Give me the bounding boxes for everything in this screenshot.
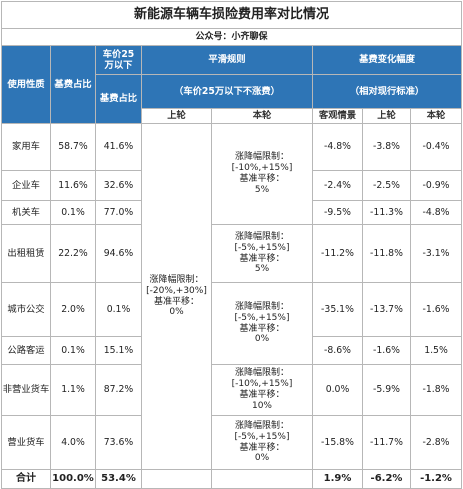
- usage-cell: 出租租赁: [1, 224, 51, 283]
- rule-cell: 涨降幅限制： [-5%,+15%] 基准平移： 0%: [211, 282, 313, 365]
- total-empty-cell: [211, 469, 313, 489]
- header-base-share-2: 基费占比: [95, 74, 142, 124]
- table-row: 城市公交 2.0% 0.1% 涨降幅限制： [-5%,+15%] 基准平移： 0…: [1, 282, 463, 365]
- table-row: 营业货车 4.0% 73.6% 涨降幅限制： [-5%,+15%] 基准平移： …: [1, 415, 463, 470]
- usage-cell: 企业车: [1, 170, 51, 201]
- last-cell: -11.8%: [362, 224, 411, 283]
- scenario-cell: -9.5%: [312, 200, 363, 225]
- this-cell: -0.9%: [409, 170, 463, 201]
- rule-cell: 涨降幅限制： [-5%,+15%] 基准平移： 5%: [211, 224, 313, 283]
- share-cell: 0.1%: [50, 200, 96, 225]
- this-cell: -4.8%: [409, 200, 463, 225]
- rule-cell: 涨降幅限制： [-10%,+15%] 基准平移： 5%: [211, 123, 313, 225]
- share-cell: 58.7%: [50, 123, 96, 171]
- rule-cell: 涨降幅限制： [-5%,+15%] 基准平移： 0%: [211, 415, 313, 470]
- header-usage: 使用性质: [1, 45, 51, 124]
- last-cell: -11.3%: [362, 200, 411, 225]
- total-share25: 53.4%: [95, 469, 142, 489]
- last-round-rule: 涨降幅限制： [-20%,+30%] 基准平移： 0%: [141, 123, 212, 470]
- share25-cell: 15.1%: [95, 336, 142, 365]
- rule-text: 涨降幅限制： [-5%,+15%] 基准平移： 5%: [234, 231, 290, 275]
- total-this: -1.2%: [409, 469, 463, 489]
- this-cell: -0.4%: [409, 123, 463, 171]
- last-cell: -5.9%: [362, 364, 411, 416]
- scenario-cell: -4.8%: [312, 123, 363, 171]
- this-cell: -1.8%: [409, 364, 463, 416]
- this-cell: 1.5%: [409, 336, 463, 365]
- share25-cell: 77.0%: [95, 200, 142, 225]
- this-cell: -2.8%: [409, 415, 463, 470]
- header-smooth-rule: 平滑规则: [141, 45, 313, 75]
- last-cell: -2.5%: [362, 170, 411, 201]
- usage-cell: 城市公交: [1, 282, 51, 337]
- scenario-cell: -8.6%: [312, 336, 363, 365]
- total-last: -6.2%: [362, 469, 411, 489]
- header-base-change-sub: （相对现行标准）: [311, 74, 463, 109]
- header-base-share: 基费占比: [50, 45, 96, 124]
- header-last-round-2: 上轮: [362, 108, 411, 124]
- share25-cell: 41.6%: [95, 123, 142, 171]
- header-base-change: 基费变化幅度: [311, 45, 463, 75]
- share-cell: 22.2%: [50, 224, 96, 283]
- share-cell: 2.0%: [50, 282, 96, 337]
- header-this-round: 本轮: [211, 108, 313, 124]
- scenario-cell: -15.8%: [312, 415, 363, 470]
- share-cell: 1.1%: [50, 364, 96, 416]
- total-share: 100.0%: [50, 469, 96, 489]
- this-cell: -3.1%: [409, 224, 463, 283]
- share-cell: 11.6%: [50, 170, 96, 201]
- header-smooth-rule-sub: （车价25万以下不涨费）: [141, 74, 313, 109]
- share-cell: 4.0%: [50, 415, 96, 470]
- share-cell: 0.1%: [50, 336, 96, 365]
- table-row: 出租租赁 22.2% 94.6% 涨降幅限制： [-5%,+15%] 基准平移：…: [1, 224, 463, 283]
- total-row: 合计 100.0% 53.4% 1.9% -6.2% -1.2%: [1, 469, 463, 489]
- rule-text: 涨降幅限制： [-10%,+15%] 基准平移： 5%: [231, 152, 293, 195]
- this-cell: -1.6%: [409, 282, 463, 337]
- share25-cell: 0.1%: [95, 282, 142, 337]
- total-label: 合计: [1, 469, 51, 489]
- last-cell: -13.7%: [362, 282, 411, 337]
- rule-text: 涨降幅限制： [-5%,+15%] 基准平移： 0%: [234, 420, 290, 464]
- total-empty-cell: [141, 469, 212, 489]
- share25-cell: 87.2%: [95, 364, 142, 416]
- table-row: 机关车 0.1% 77.0% -9.5% -11.3% -4.8%: [1, 200, 463, 225]
- header-this-round-2: 本轮: [409, 108, 463, 124]
- header-last-round: 上轮: [141, 108, 212, 124]
- rule-cell: 涨降幅限制： [-10%,+15%] 基准平移： 10%: [211, 364, 313, 416]
- table-row: 非营业货车 1.1% 87.2% 涨降幅限制： [-10%,+15%] 基准平移…: [1, 364, 463, 416]
- source-label: 公众号：小齐聊保: [0, 28, 463, 46]
- last-cell: -11.7%: [362, 415, 411, 470]
- header-scenario: 客观情景: [312, 108, 363, 124]
- table-row: 企业车 11.6% 32.6% -2.4% -2.5% -0.9%: [1, 170, 463, 201]
- share25-cell: 32.6%: [95, 170, 142, 201]
- last-round-rule-text: 涨降幅限制： [-20%,+30%] 基准平移： 0%: [146, 274, 207, 318]
- usage-cell: 公路客运: [1, 336, 51, 365]
- scenario-cell: -11.2%: [312, 224, 363, 283]
- header-price-under-25w: 车价25万以下: [95, 45, 142, 75]
- last-cell: -3.8%: [362, 123, 411, 171]
- scenario-cell: -35.1%: [312, 282, 363, 337]
- total-scenario: 1.9%: [312, 469, 363, 489]
- last-cell: -1.6%: [362, 336, 411, 365]
- usage-cell: 非营业货车: [1, 364, 51, 416]
- table-row: 公路客运 0.1% 15.1% -8.6% -1.6% 1.5%: [1, 336, 463, 365]
- scenario-cell: 0.0%: [312, 364, 363, 416]
- share25-cell: 73.6%: [95, 415, 142, 470]
- scenario-cell: -2.4%: [312, 170, 363, 201]
- usage-cell: 家用车: [1, 123, 51, 171]
- rule-text: 涨降幅限制： [-10%,+15%] 基准平移： 10%: [231, 368, 293, 411]
- page-title: 新能源车辆车损险费用率对比情况: [0, 1, 463, 29]
- usage-cell: 机关车: [1, 200, 51, 225]
- table-row: 家用车 58.7% 41.6% 涨降幅限制： [-20%,+30%] 基准平移：…: [1, 123, 463, 470]
- share25-cell: 94.6%: [95, 224, 142, 283]
- rule-text: 涨降幅限制： [-5%,+15%] 基准平移： 0%: [234, 301, 290, 345]
- usage-cell: 营业货车: [1, 415, 51, 470]
